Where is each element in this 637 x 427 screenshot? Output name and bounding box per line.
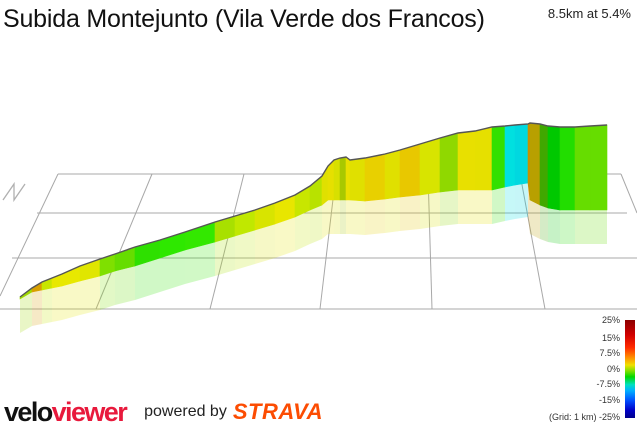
segment-title: Subida Montejunto (Vila Verde dos Franco… — [3, 5, 485, 33]
segment-stats: 8.5km at 5.4% — [547, 6, 631, 21]
legend-label-neg-25: (Grid: 1 km) -25% — [548, 412, 620, 422]
north-arrow-icon — [2, 181, 26, 203]
legend-label-7-5: 7.5% — [599, 348, 620, 358]
legend-label-25: 25% — [601, 315, 620, 325]
legend-label-neg-15: -15% — [598, 395, 620, 405]
profile-ribbon — [19, 122, 608, 300]
legend-label-0: 0% — [606, 364, 620, 374]
powered-by-label: powered by — [144, 403, 227, 420]
strava-logo[interactable]: STRAVA — [232, 399, 324, 424]
footer-branding: veloviewer powered by STRAVA — [4, 398, 323, 426]
gradient-legend: 25% 15% 7.5% 0% -7.5% -15% (Grid: 1 km) … — [540, 314, 637, 424]
legend-label-neg-7-5: -7.5% — [596, 379, 620, 389]
legend-label-15: 15% — [601, 333, 620, 343]
grid-note: (Grid: 1 km) — [548, 412, 597, 422]
profile-shadow — [20, 183, 607, 333]
veloviewer-logo[interactable]: veloviewer — [4, 396, 128, 427]
profile-outline — [19, 122, 608, 298]
gradient-colorbar — [625, 320, 635, 418]
